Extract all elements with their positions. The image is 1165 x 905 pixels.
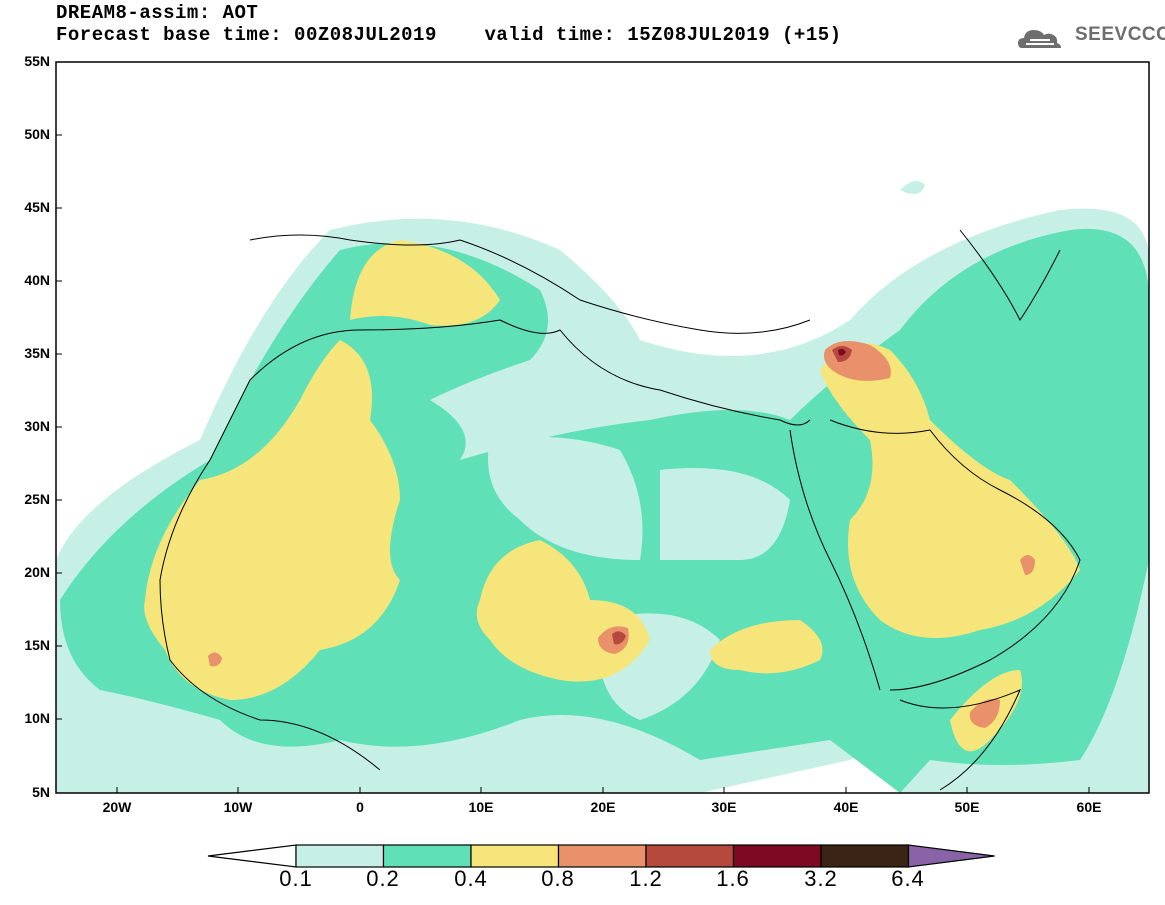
lat-label: 30N [24, 418, 50, 434]
axis-ticks [56, 61, 1090, 793]
coast-red-sea [789, 429, 881, 691]
colorbar-label: 1.2 [629, 866, 663, 891]
lat-label: 40N [24, 272, 50, 288]
lon-label: 40E [833, 799, 859, 815]
coast-europe [249, 234, 811, 334]
coast-caspian [959, 229, 1061, 321]
aot-contour-1.2-chad [612, 631, 626, 645]
cloud-icon [1018, 30, 1061, 48]
aot-contour-0.1-hole [488, 436, 643, 560]
map-subtitle: Forecast base time: 00Z08JUL2019 valid t… [56, 24, 842, 46]
lat-label: 25N [24, 491, 50, 507]
map-title: DREAM8-assim: AOT [56, 2, 259, 24]
lat-label: 20N [24, 564, 50, 580]
lon-label: 0 [356, 799, 364, 815]
lon-label: 60E [1076, 799, 1102, 815]
valid-time-label: valid time: 15Z08JUL2019 (+15) [484, 24, 842, 46]
lat-label: 55N [24, 53, 50, 69]
coast-north-africa [249, 319, 811, 426]
colorbar-label: 1.6 [716, 866, 750, 891]
coast-horn [899, 689, 1021, 791]
lon-label: 10E [468, 799, 494, 815]
aot-contour-0.4-sudan [710, 620, 823, 674]
aot-contour-0.1-n [900, 181, 925, 194]
lon-label: 20W [102, 799, 132, 815]
aot-contour-0.4-iberia [350, 240, 500, 326]
aot-contour-0.4-west [144, 340, 400, 700]
lon-label: 10W [223, 799, 253, 815]
colorbar-label: 0.2 [366, 866, 400, 891]
lat-label: 50N [24, 126, 50, 142]
coast-arabia [829, 419, 1081, 691]
aot-contour-0.8-mali [208, 652, 222, 667]
base-time-label: Forecast base time: 00Z08JUL2019 [56, 24, 437, 46]
lat-label: 10N [24, 710, 50, 726]
aot-field [56, 181, 1149, 793]
lon-label: 30E [711, 799, 737, 815]
colorbar-label: 3.2 [804, 866, 838, 891]
aot-contour-0.1-hole-2 [660, 468, 790, 560]
lat-label: 5N [32, 784, 50, 800]
aot-contour-1.6-iraq [838, 348, 846, 356]
lon-label: 20E [590, 799, 616, 815]
colorbar-label: 0.4 [454, 866, 488, 891]
colorbar-label: 0.1 [279, 866, 313, 891]
colorbar-label: 6.4 [891, 866, 925, 891]
aot-contour-0.8-somalia [969, 698, 1000, 728]
logo-text: SEEVCCC [1075, 24, 1165, 45]
lat-label: 15N [24, 637, 50, 653]
lat-label: 35N [24, 345, 50, 361]
aot-contour-0.4-arabia [820, 343, 1080, 638]
lon-label: 50E [954, 799, 980, 815]
lat-label: 45N [24, 199, 50, 215]
coast-west-africa [159, 379, 381, 771]
aot-contour-0.8-oman [1020, 555, 1035, 575]
coastlines [159, 229, 1081, 791]
colorbar-label: 0.8 [541, 866, 575, 891]
